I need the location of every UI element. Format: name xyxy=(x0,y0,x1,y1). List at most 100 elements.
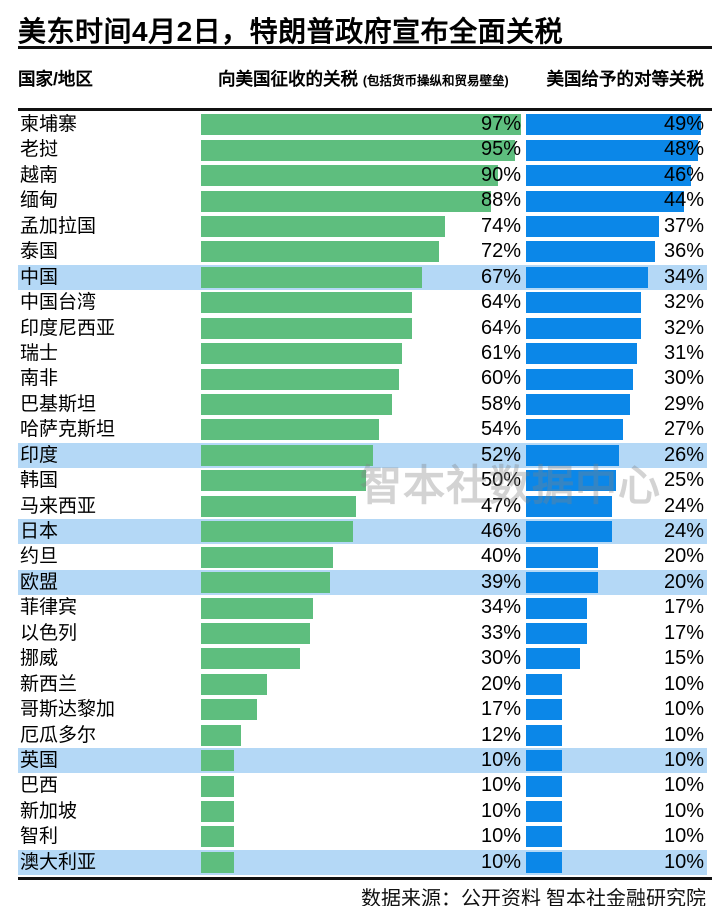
table-row: 马来西亚 47% 24% xyxy=(0,494,720,519)
reciprocal-bar xyxy=(526,139,698,161)
reciprocal-bar xyxy=(526,724,562,746)
country-label: 瑞士 xyxy=(20,342,59,364)
charged-value: 34% xyxy=(480,596,521,619)
reciprocal-value: 10% xyxy=(663,799,704,822)
reciprocal-bar xyxy=(526,266,648,288)
charged-bar xyxy=(201,470,366,492)
reciprocal-bar xyxy=(526,241,655,263)
table-row: 欧盟 39% 20% xyxy=(0,569,720,596)
country-label: 厄瓜多尔 xyxy=(20,724,97,746)
reciprocal-value: 10% xyxy=(663,850,704,873)
country-label: 南非 xyxy=(20,368,59,390)
reciprocal-bar xyxy=(526,699,562,721)
charged-value: 95% xyxy=(480,138,521,161)
country-label: 以色列 xyxy=(20,622,78,644)
table-row: 中国 67% 34% xyxy=(0,264,720,291)
reciprocal-bar xyxy=(526,597,587,619)
charged-bar xyxy=(201,139,515,161)
country-label: 印度 xyxy=(20,444,59,466)
reciprocal-value: 49% xyxy=(663,113,704,135)
table-row: 新西兰 20% 10% xyxy=(0,672,720,697)
table-row: 菲律宾 34% 17% xyxy=(0,595,720,620)
charged-value: 17% xyxy=(480,698,521,721)
table-row: 日本 46% 24% xyxy=(0,519,720,545)
charged-value: 46% xyxy=(480,520,521,542)
country-label: 巴基斯坦 xyxy=(20,393,97,415)
reciprocal-bar xyxy=(526,292,641,314)
country-label: 挪威 xyxy=(20,648,59,670)
table-row: 南非 60% 30% xyxy=(0,366,720,391)
country-label: 韩国 xyxy=(20,470,59,492)
charged-bar xyxy=(201,597,314,619)
charged-bar xyxy=(201,648,300,670)
country-label: 澳大利亚 xyxy=(20,851,97,873)
table-row: 新加坡 10% 10% xyxy=(0,799,720,824)
row-highlight xyxy=(18,849,707,876)
charged-bar xyxy=(201,724,241,746)
table-row: 孟加拉国 74% 37% xyxy=(0,214,720,239)
charged-bar xyxy=(201,521,353,543)
charged-value: 60% xyxy=(480,367,521,390)
charged-value: 58% xyxy=(480,392,521,415)
country-label: 英国 xyxy=(20,749,59,771)
reciprocal-value: 31% xyxy=(663,341,704,364)
reciprocal-value: 29% xyxy=(663,392,704,415)
charged-value: 61% xyxy=(480,341,521,364)
column-header-reciprocal: 美国给予的对等关税 xyxy=(546,69,705,89)
bottom-divider xyxy=(18,877,712,880)
country-label: 欧盟 xyxy=(20,571,59,593)
reciprocal-bar xyxy=(526,394,630,415)
reciprocal-value: 17% xyxy=(663,621,704,644)
charged-bar xyxy=(201,419,380,441)
country-label: 中国 xyxy=(20,266,59,288)
table-row: 厄瓜多尔 12% 10% xyxy=(0,723,720,748)
reciprocal-value: 10% xyxy=(663,825,704,848)
reciprocal-value: 34% xyxy=(663,265,704,288)
reciprocal-value: 36% xyxy=(663,240,704,263)
charged-bar xyxy=(201,546,333,568)
charged-value: 67% xyxy=(480,265,521,288)
charged-bar xyxy=(201,394,393,415)
reciprocal-bar xyxy=(526,826,562,848)
charged-bar xyxy=(201,750,234,772)
reciprocal-bar xyxy=(526,801,562,822)
charged-value: 12% xyxy=(480,723,521,746)
charged-value: 40% xyxy=(480,545,521,568)
charged-value: 64% xyxy=(480,316,521,339)
charged-value: 97% xyxy=(480,113,521,135)
reciprocal-value: 37% xyxy=(663,214,704,237)
country-label: 中国台湾 xyxy=(20,292,97,314)
country-label: 约旦 xyxy=(20,546,59,568)
country-label: 日本 xyxy=(20,521,59,542)
charged-bar xyxy=(201,165,498,187)
table-row: 巴西 10% 10% xyxy=(0,773,720,798)
charged-bar xyxy=(201,317,413,339)
reciprocal-value: 20% xyxy=(663,570,704,593)
charged-value: 10% xyxy=(480,748,521,771)
reciprocal-bar xyxy=(526,750,562,772)
table-row: 瑞士 61% 31% xyxy=(0,341,720,366)
charged-bar xyxy=(201,444,373,466)
table-row: 柬埔寨 97% 49% xyxy=(0,112,720,137)
table-row: 韩国 50% 25% xyxy=(0,468,720,493)
reciprocal-value: 48% xyxy=(663,138,704,161)
table-row: 巴基斯坦 58% 29% xyxy=(0,392,720,417)
table-row: 越南 90% 46% xyxy=(0,163,720,188)
table-row: 印度 52% 26% xyxy=(0,442,720,469)
charged-value: 54% xyxy=(480,418,521,441)
row-highlight xyxy=(18,747,707,774)
table-row: 印度尼西亚 64% 32% xyxy=(0,316,720,341)
reciprocal-bar xyxy=(526,775,562,797)
table-row: 老挝 95% 48% xyxy=(0,137,720,162)
reciprocal-value: 17% xyxy=(663,596,704,619)
reciprocal-value: 25% xyxy=(663,469,704,492)
charged-value: 64% xyxy=(480,291,521,314)
table-row: 约旦 40% 20% xyxy=(0,544,720,569)
charged-value: 39% xyxy=(480,570,521,593)
title-divider xyxy=(18,46,712,49)
charged-value: 10% xyxy=(480,850,521,873)
country-label: 巴西 xyxy=(20,775,59,797)
column-header-country: 国家/地区 xyxy=(18,69,93,89)
header-divider xyxy=(18,108,712,111)
charged-value: 20% xyxy=(480,672,521,695)
